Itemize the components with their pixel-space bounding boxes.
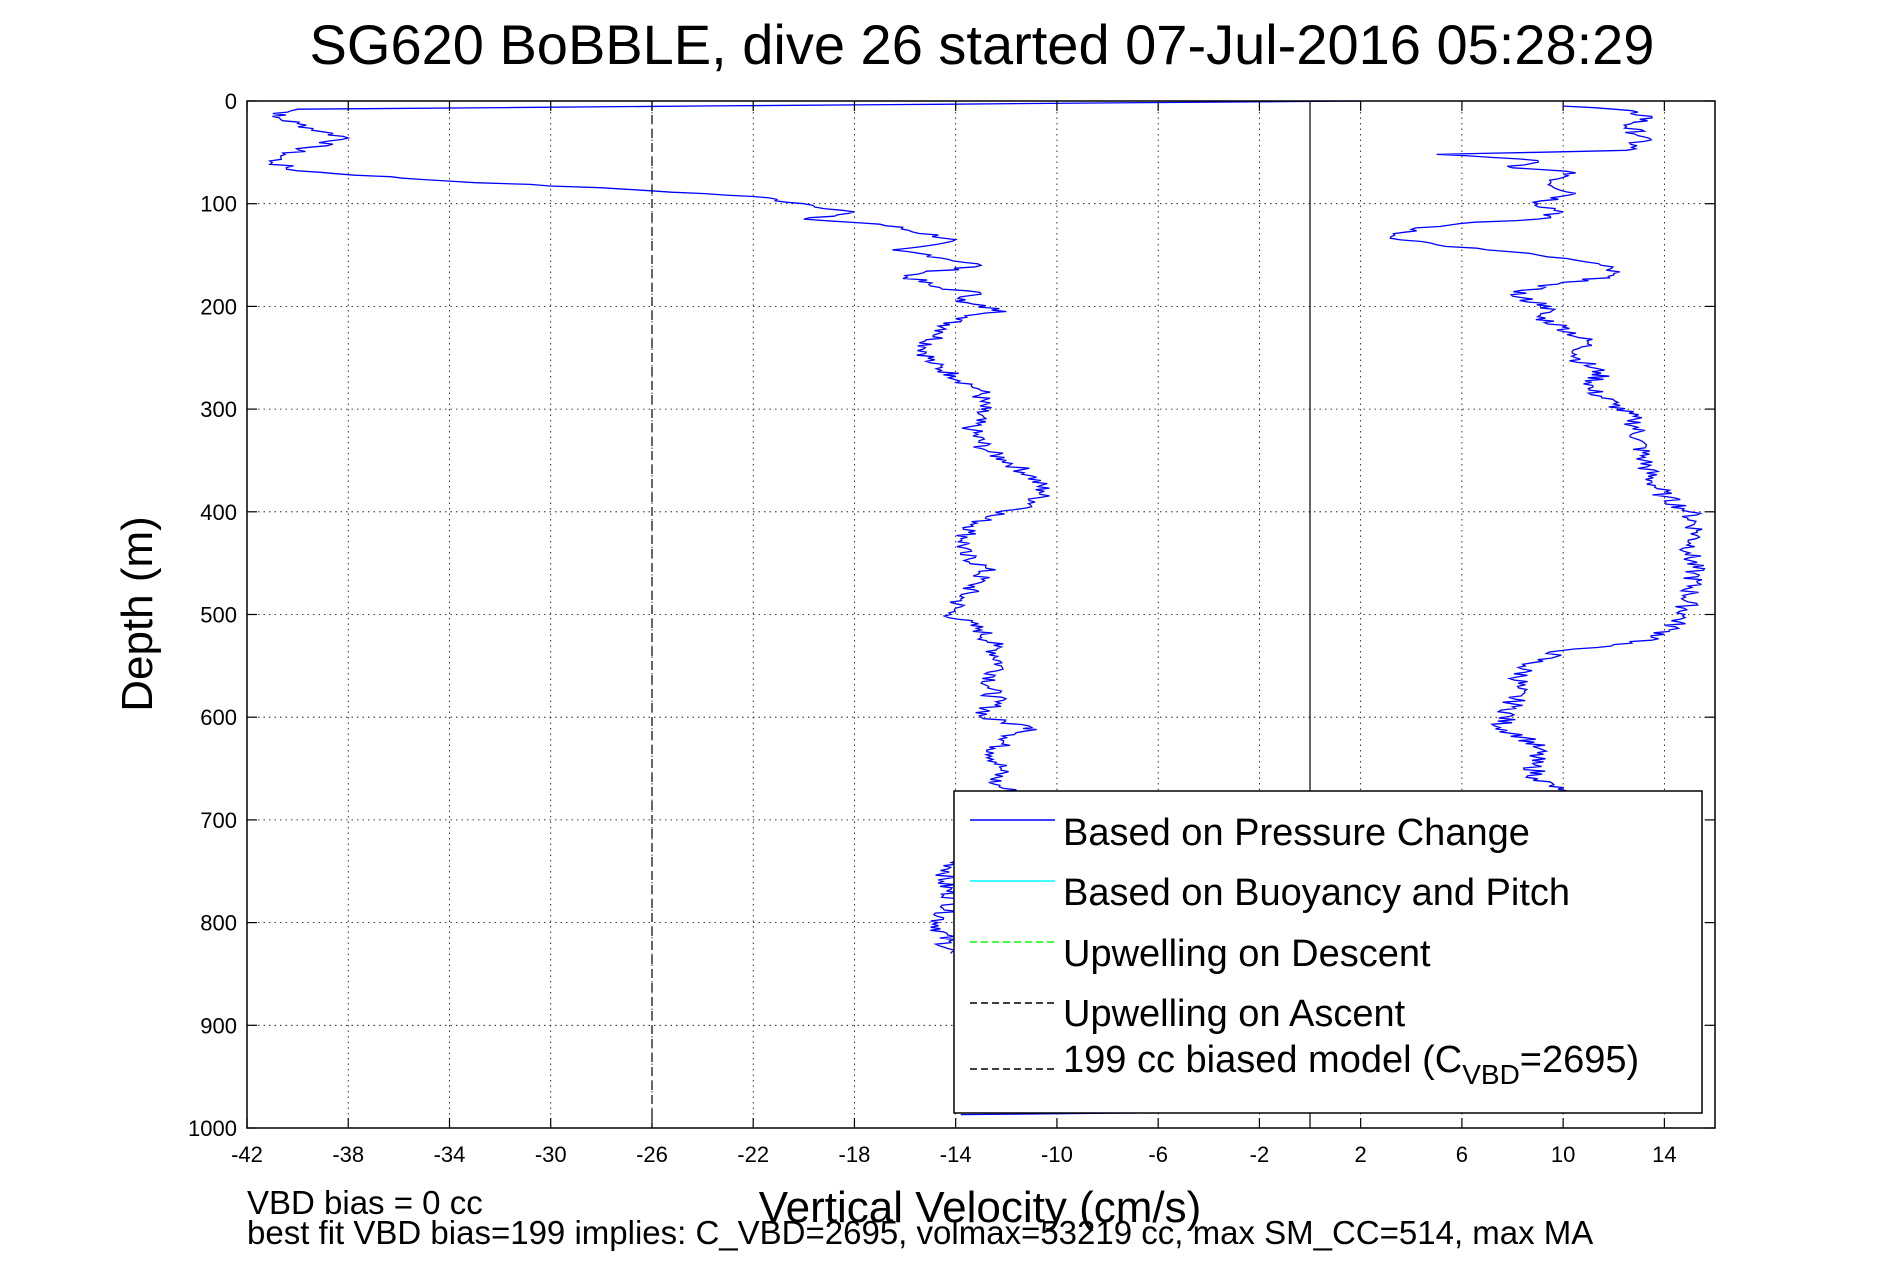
footer-vbd-bias: VBD bias = 0 cc xyxy=(247,1184,483,1221)
legend-label-biased-model: 199 cc biased model (CVBD=2695) xyxy=(1063,1039,1639,1090)
x-tick-label: -42 xyxy=(231,1142,263,1167)
legend-label-upwelling-descent: Upwelling on Descent xyxy=(1063,933,1431,975)
legend-label-buoyancy: Based on Buoyancy and Pitch xyxy=(1063,872,1570,914)
chart-title: SG620 BoBBLE, dive 26 started 07-Jul-201… xyxy=(310,13,1655,76)
y-tick-label: 400 xyxy=(200,500,237,525)
footer-best-fit: best fit VBD bias=199 implies: C_VBD=269… xyxy=(247,1214,1593,1251)
x-tick-label: -34 xyxy=(434,1142,466,1167)
y-tick-label: 700 xyxy=(200,808,237,833)
legend-label-biased-model-suffix: =2695) xyxy=(1520,1039,1639,1081)
x-tick-label: -26 xyxy=(636,1142,668,1167)
x-tick-label: -10 xyxy=(1041,1142,1073,1167)
x-tick-label: -38 xyxy=(332,1142,364,1167)
x-tick-label: 6 xyxy=(1456,1142,1468,1167)
y-tick-label: 1000 xyxy=(188,1116,237,1141)
x-tick-label: -18 xyxy=(839,1142,871,1167)
legend: Based on Pressure Change Based on Buoyan… xyxy=(953,790,1703,1114)
y-tick-label: 500 xyxy=(200,603,237,628)
x-tick-label: -14 xyxy=(940,1142,972,1167)
y-tick-label: 100 xyxy=(200,192,237,217)
legend-label-biased-model-prefix: 199 cc biased model (C xyxy=(1063,1039,1462,1081)
x-axis-label: Vertical Velocity (cm/s) xyxy=(759,1183,1202,1232)
x-tick-label: -22 xyxy=(737,1142,769,1167)
x-tick-label: 14 xyxy=(1652,1142,1676,1167)
legend-label-upwelling-ascent: Upwelling on Ascent xyxy=(1063,993,1406,1035)
y-axis-label: Depth (m) xyxy=(113,516,162,712)
y-tick-label: 0 xyxy=(225,89,237,114)
x-tick-label: -6 xyxy=(1148,1142,1168,1167)
legend-label-pressure: Based on Pressure Change xyxy=(1063,812,1530,854)
y-tick-label: 600 xyxy=(200,705,237,730)
x-tick-label: -30 xyxy=(535,1142,567,1167)
legend-label-biased-model-sub: VBD xyxy=(1462,1059,1520,1090)
legend-box xyxy=(953,790,1703,1114)
series-line-ascent xyxy=(1389,105,1706,801)
x-tick-label: 10 xyxy=(1551,1142,1575,1167)
y-tick-label: 800 xyxy=(200,911,237,936)
x-tick-label: 2 xyxy=(1355,1142,1367,1167)
ticks: -42 -38 -34 -30 -26 -22 -18 -14 -10 -6 -2 2 6 10 14010… xyxy=(188,89,1715,1167)
x-tick-label: -2 xyxy=(1250,1142,1270,1167)
y-tick-label: 300 xyxy=(200,397,237,422)
y-tick-label: 900 xyxy=(200,1013,237,1038)
y-tick-label: 200 xyxy=(200,294,237,319)
